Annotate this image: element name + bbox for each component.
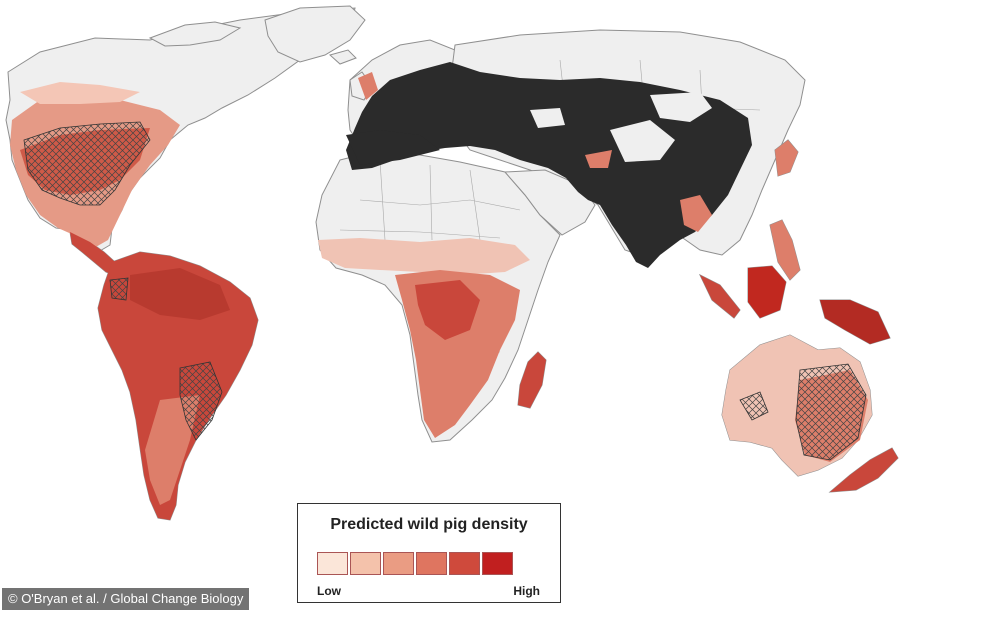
greenland — [264, 5, 366, 63]
legend-swatch-4 — [416, 552, 447, 575]
legend-high-label: High — [513, 584, 540, 598]
arctic-islands — [148, 21, 242, 47]
legend-swatch-6 — [482, 552, 513, 575]
density-south-america — [98, 252, 258, 520]
map-legend: Predicted wild pig density Low High — [297, 503, 561, 603]
legend-low-label: Low — [317, 584, 341, 598]
density-madagascar — [518, 352, 546, 408]
invasive-range-hatch — [23, 121, 867, 461]
density-new-zealand — [830, 448, 898, 492]
legend-title: Predicted wild pig density — [330, 516, 528, 533]
native-range-north-africa — [346, 130, 440, 165]
density-southeast-asia — [700, 275, 740, 318]
arabian-peninsula — [503, 169, 596, 236]
density-new-guinea — [820, 300, 890, 344]
image-credit: © O'Bryan et al. / Global Change Biology — [2, 588, 250, 610]
legend-color-scale — [317, 552, 515, 575]
density-central-america — [70, 232, 124, 276]
native-range-eurasia — [346, 62, 752, 268]
legend-swatch-2 — [350, 552, 381, 575]
iceland — [328, 49, 357, 65]
legend-swatch-3 — [383, 552, 414, 575]
density-africa-sahel — [318, 238, 530, 275]
legend-swatch-5 — [449, 552, 480, 575]
native-range — [346, 62, 752, 268]
legend-swatch-1 — [317, 552, 348, 575]
